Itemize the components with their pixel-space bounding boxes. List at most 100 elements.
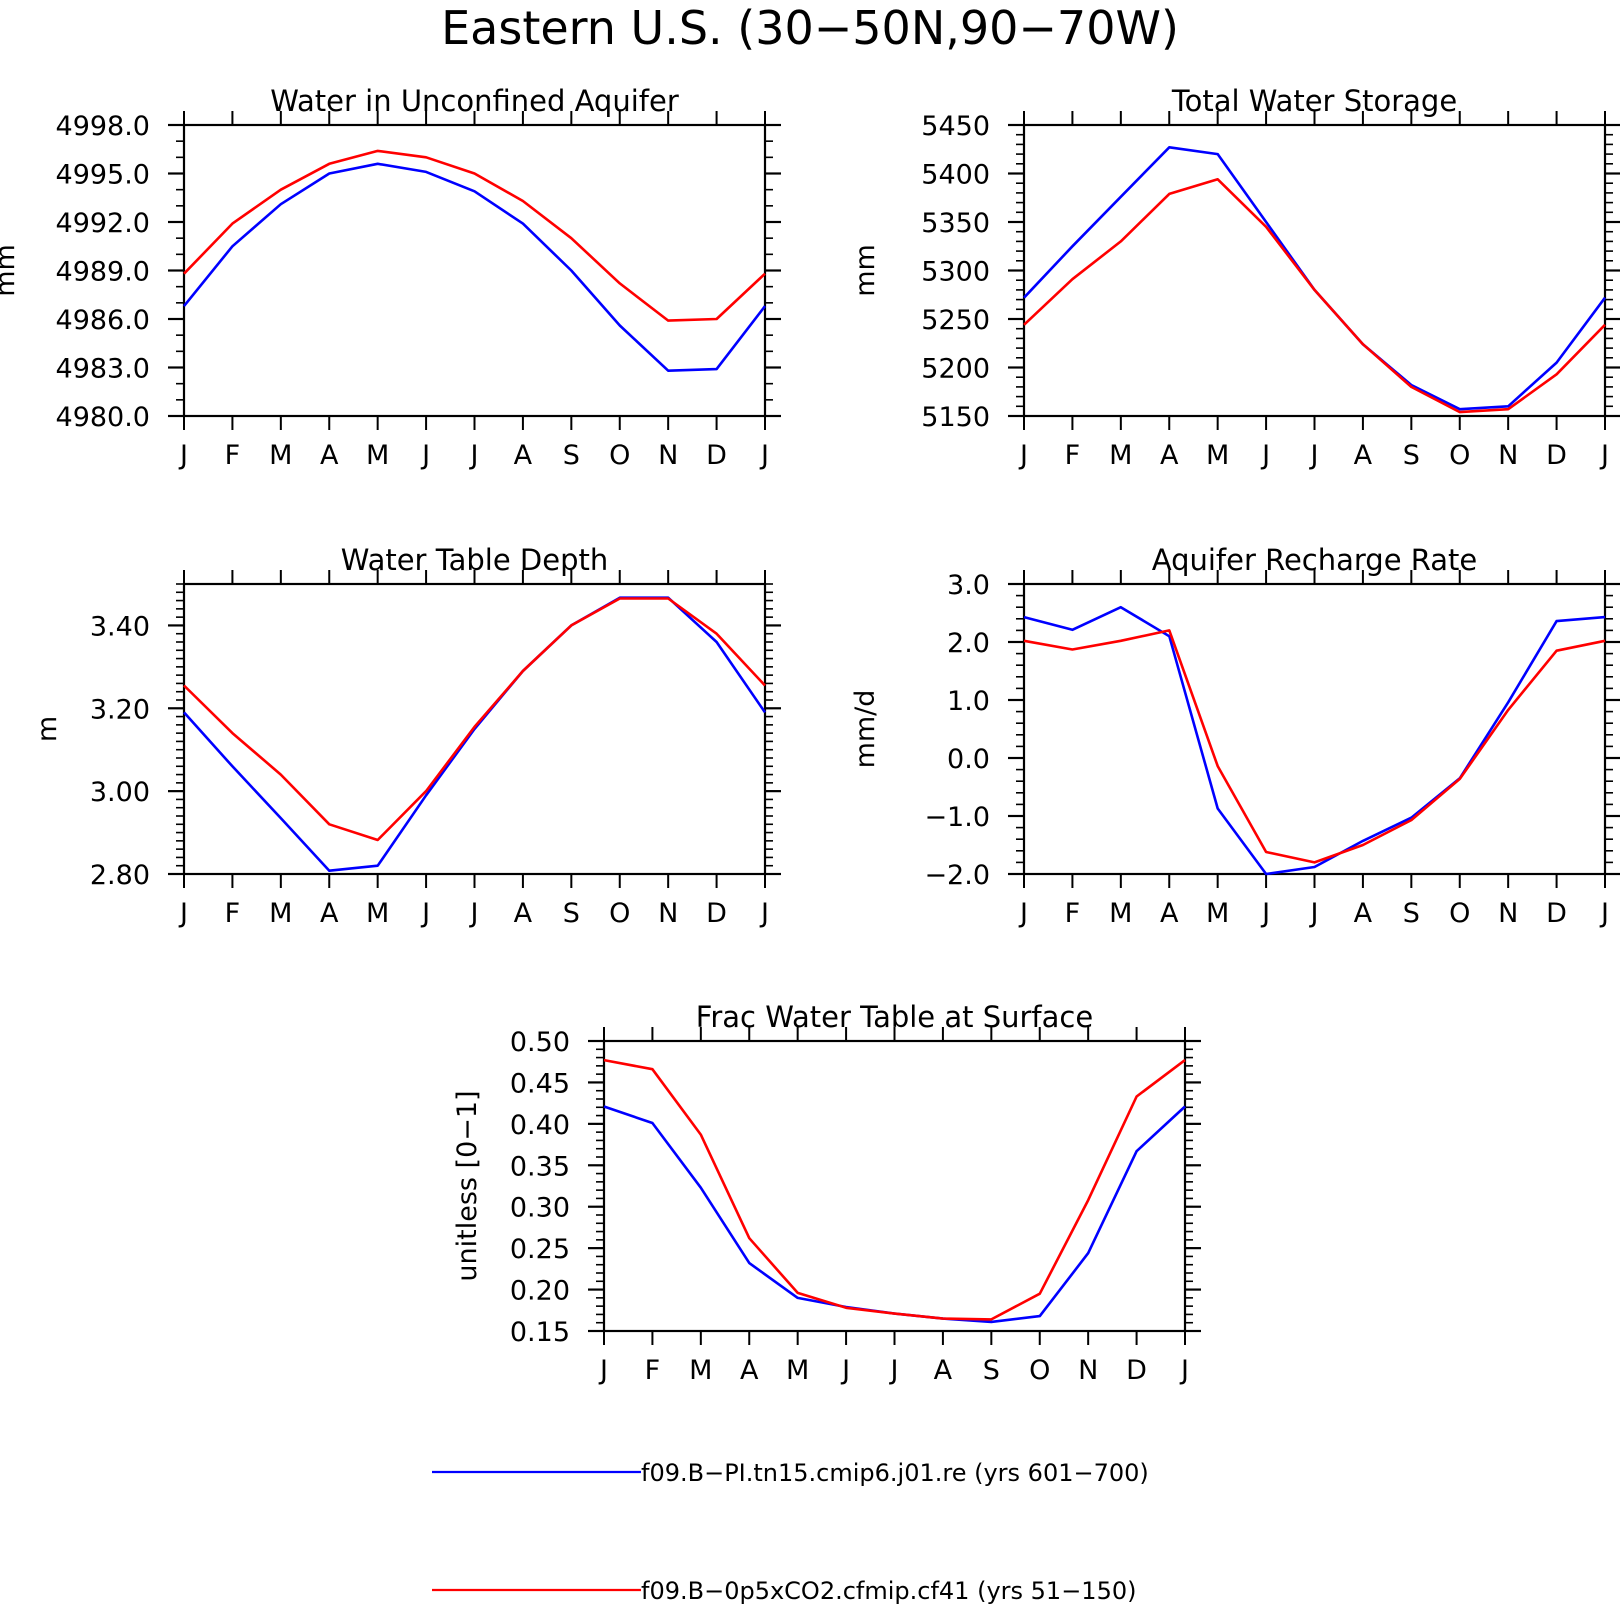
x-tick-label: A bbox=[1354, 440, 1373, 471]
x-tick-label: M bbox=[1206, 440, 1229, 471]
series-line-blue bbox=[182, 162, 767, 373]
y-tick-label: 3.00 bbox=[90, 777, 150, 808]
plot-frame bbox=[602, 1039, 1187, 1333]
series-line-red bbox=[603, 1058, 1186, 1321]
series-line-red bbox=[183, 149, 766, 322]
y-tick-label: 3.20 bbox=[90, 694, 150, 725]
y-tick-label: 0.45 bbox=[510, 1068, 570, 1099]
y-tick-label: 0.15 bbox=[510, 1317, 570, 1348]
legend-label-red: f09.B−0p5xCO2.cfmip.cf41 (yrs 51−150) bbox=[641, 1577, 1136, 1605]
x-tick-label: A bbox=[740, 1355, 759, 1386]
x-tick-label: A bbox=[514, 898, 533, 929]
x-tick-label: A bbox=[320, 898, 339, 929]
x-tick-label: A bbox=[320, 440, 339, 471]
y-tick-label: 0.30 bbox=[510, 1193, 570, 1224]
y-tick-label: 2.0 bbox=[947, 628, 990, 659]
y-axis-label: unitless [0−1] bbox=[452, 1090, 483, 1281]
x-tick-label: D bbox=[1546, 898, 1567, 929]
x-tick-label: J bbox=[1260, 898, 1270, 929]
x-tick-label: J bbox=[598, 1355, 608, 1386]
x-tick-label: N bbox=[658, 440, 678, 471]
legend-label-blue: f09.B−PI.tn15.cmip6.j01.re (yrs 601−700) bbox=[641, 1459, 1149, 1487]
x-tick-label: D bbox=[706, 898, 727, 929]
y-tick-label: 5350 bbox=[921, 208, 990, 239]
x-tick-label: M bbox=[269, 440, 292, 471]
x-tick-label: D bbox=[1546, 440, 1567, 471]
x-tick-label: F bbox=[225, 898, 241, 929]
y-tick-label: 0.35 bbox=[510, 1151, 570, 1182]
x-tick-label: J bbox=[178, 440, 188, 471]
y-tick-label: 4980.0 bbox=[56, 402, 150, 433]
x-tick-label: O bbox=[609, 440, 630, 471]
legend: f09.B−PI.tn15.cmip6.j01.re (yrs 601−700)… bbox=[432, 1459, 1149, 1605]
x-tick-label: J bbox=[1179, 1355, 1189, 1386]
x-tick-label: F bbox=[225, 440, 241, 471]
y-tick-label: −2.0 bbox=[924, 860, 990, 891]
y-tick-label: 4983.0 bbox=[56, 354, 150, 385]
x-tick-label: M bbox=[1109, 898, 1132, 929]
x-tick-label: M bbox=[689, 1355, 712, 1386]
y-tick-label: 0.20 bbox=[510, 1276, 570, 1307]
y-tick-label: 5400 bbox=[921, 160, 990, 191]
y-tick-label: 5150 bbox=[921, 402, 990, 433]
x-tick-label: S bbox=[983, 1355, 1000, 1386]
y-tick-label: 5200 bbox=[921, 354, 990, 385]
x-tick-label: J bbox=[1018, 440, 1028, 471]
x-tick-label: O bbox=[1449, 440, 1470, 471]
x-tick-label: J bbox=[1309, 440, 1319, 471]
x-tick-label: M bbox=[269, 898, 292, 929]
y-tick-label: 5450 bbox=[921, 111, 990, 142]
plot-frame bbox=[182, 123, 767, 418]
y-tick-label: 2.80 bbox=[90, 860, 150, 891]
x-tick-label: J bbox=[759, 440, 769, 471]
x-tick-label: N bbox=[658, 898, 678, 929]
y-tick-label: 3.40 bbox=[90, 611, 150, 642]
x-tick-label: J bbox=[889, 1355, 899, 1386]
x-tick-label: A bbox=[1160, 440, 1179, 471]
x-tick-label: J bbox=[1018, 898, 1028, 929]
plot-frame bbox=[1022, 123, 1607, 418]
y-tick-label: 1.0 bbox=[947, 686, 990, 717]
x-tick-label: A bbox=[1160, 898, 1179, 929]
series-line-blue bbox=[183, 596, 767, 873]
x-tick-label: J bbox=[840, 1355, 850, 1386]
x-tick-label: M bbox=[1109, 440, 1132, 471]
x-tick-label: O bbox=[609, 898, 630, 929]
y-axis-label: mm/d bbox=[850, 690, 881, 769]
x-tick-label: F bbox=[645, 1355, 661, 1386]
y-tick-label: 4998.0 bbox=[56, 111, 150, 142]
y-axis-label: m bbox=[32, 716, 63, 742]
x-tick-label: J bbox=[1260, 440, 1270, 471]
x-tick-label: S bbox=[1403, 898, 1420, 929]
x-tick-label: J bbox=[420, 898, 430, 929]
x-tick-label: J bbox=[759, 898, 769, 929]
series-line-blue bbox=[1023, 605, 1606, 876]
x-tick-label: J bbox=[469, 440, 479, 471]
y-axis-label: mm bbox=[0, 244, 21, 297]
x-tick-label: M bbox=[1206, 898, 1229, 929]
series-line-red bbox=[1023, 178, 1606, 414]
x-tick-label: M bbox=[366, 898, 389, 929]
series-line-red bbox=[183, 597, 766, 842]
series-line-blue bbox=[1023, 146, 1607, 411]
x-tick-label: A bbox=[1354, 898, 1373, 929]
x-tick-label: J bbox=[1599, 440, 1609, 471]
y-tick-label: 0.40 bbox=[510, 1110, 570, 1141]
x-tick-label: N bbox=[1078, 1355, 1098, 1386]
y-tick-label: −1.0 bbox=[924, 802, 990, 833]
x-tick-label: J bbox=[420, 440, 430, 471]
x-tick-label: J bbox=[178, 898, 188, 929]
plot-frame bbox=[1022, 582, 1607, 876]
series-line-blue bbox=[603, 1105, 1186, 1324]
y-tick-label: 5250 bbox=[921, 305, 990, 336]
x-tick-label: F bbox=[1065, 898, 1081, 929]
x-tick-label: N bbox=[1498, 898, 1518, 929]
figure-title: Eastern U.S. (30−50N,90−70W) bbox=[441, 1, 1179, 55]
y-axis-label: mm bbox=[850, 244, 881, 297]
x-tick-label: A bbox=[514, 440, 533, 471]
x-tick-label: O bbox=[1029, 1355, 1050, 1386]
